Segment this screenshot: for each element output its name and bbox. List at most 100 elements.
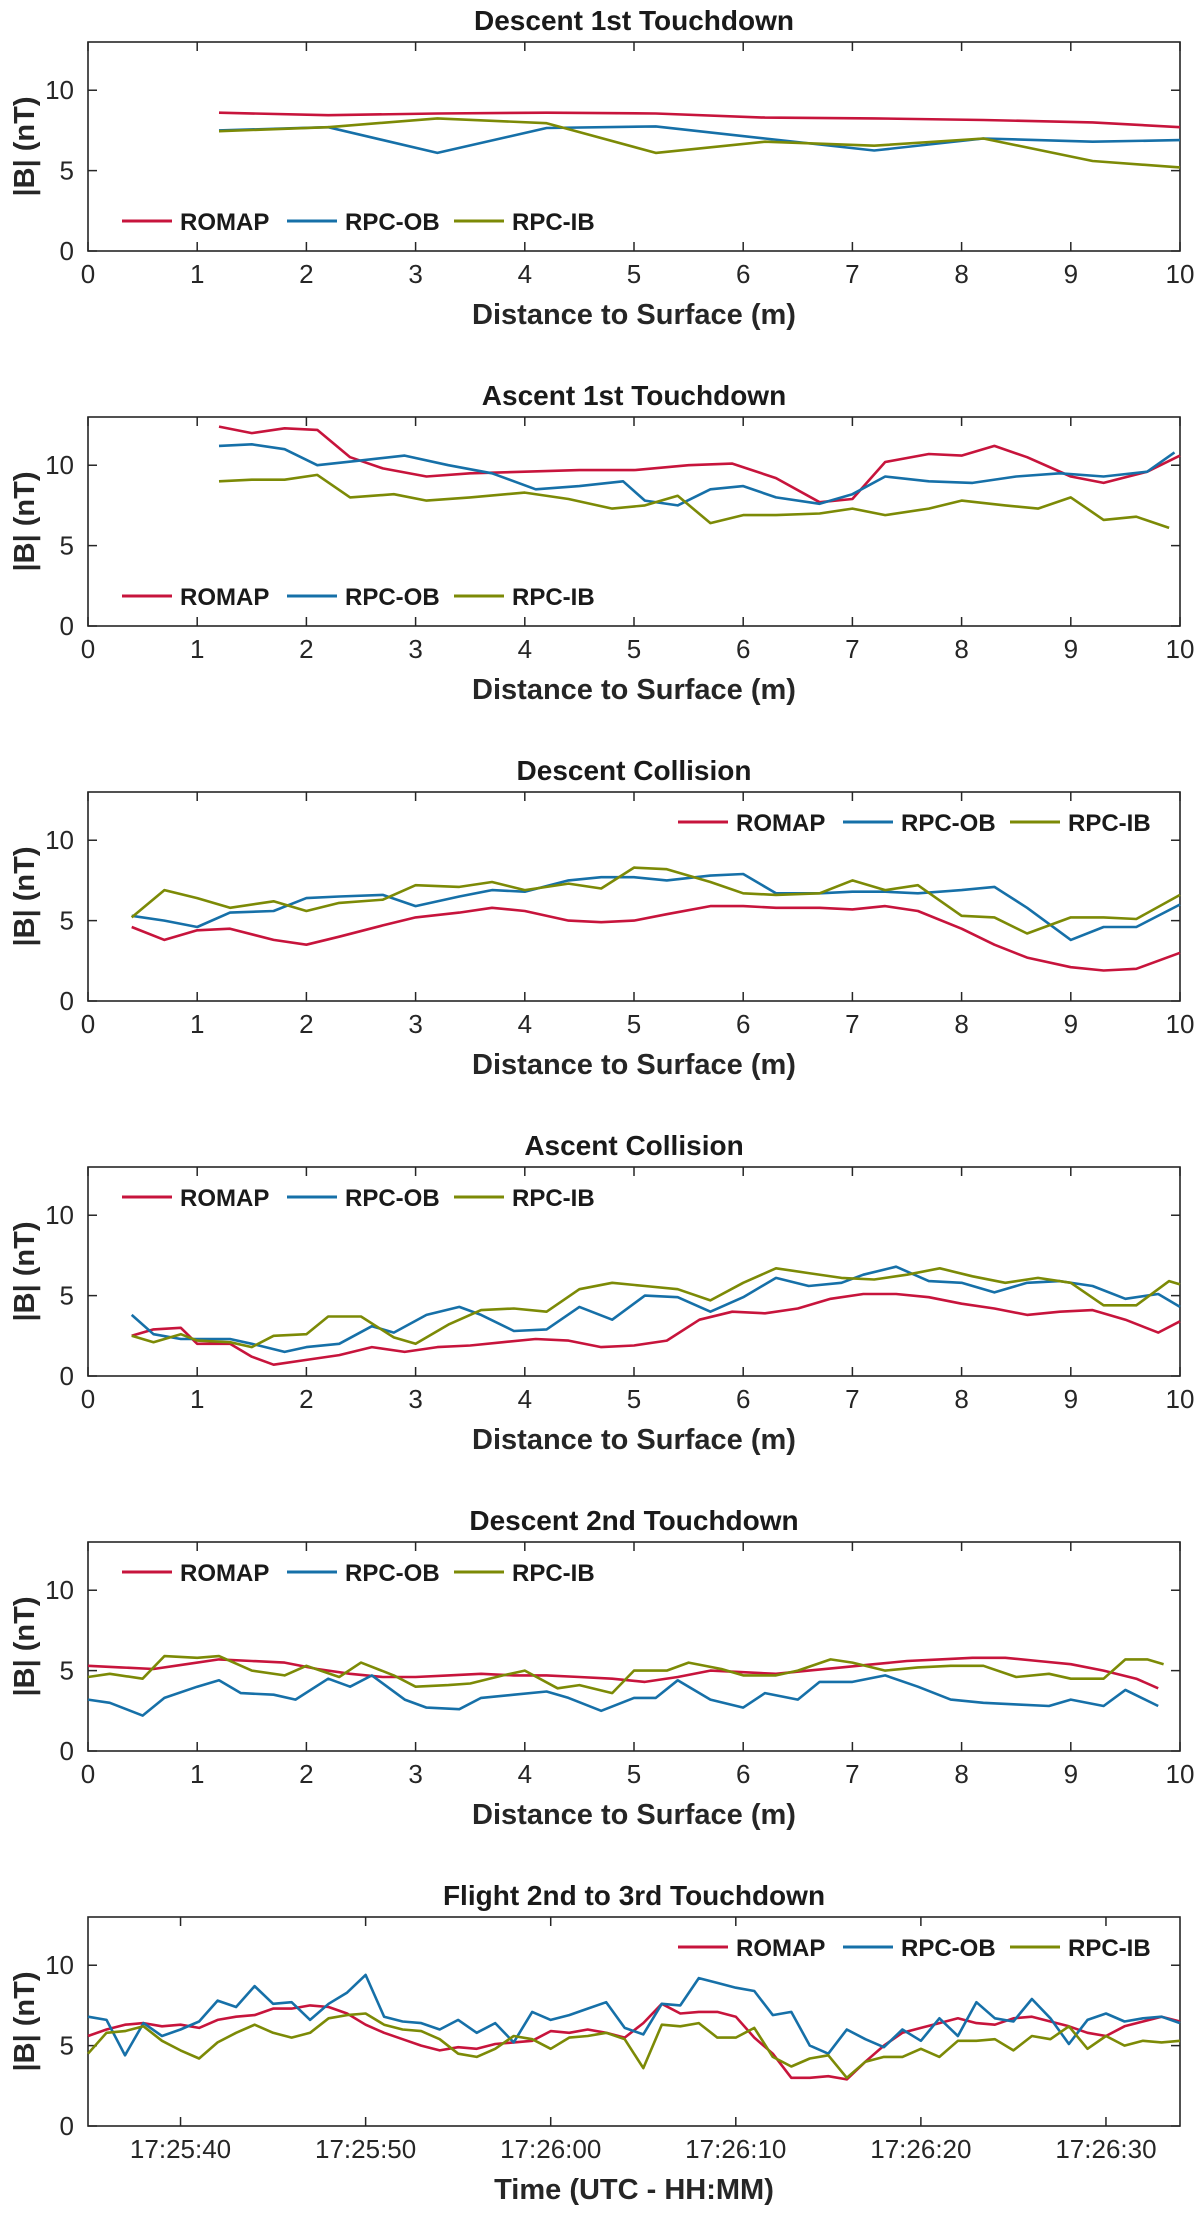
x-tick-label: 3 <box>408 1384 422 1414</box>
x-tick-label: 9 <box>1064 634 1078 664</box>
x-tick-label: 1 <box>190 259 204 289</box>
series-line-rpc-ob <box>131 872 1181 942</box>
y-axis-label: |B| (nT) <box>9 847 41 947</box>
series-line-rpc-ib <box>87 1654 1164 1695</box>
y-tick-label: 0 <box>60 2111 74 2141</box>
x-tick-label: 10 <box>1166 634 1195 664</box>
x-axis-label: Time (UTC - HH:MM) <box>494 2174 774 2206</box>
x-tick-label: 4 <box>518 259 532 289</box>
y-tick-label: 5 <box>60 531 74 561</box>
series-line-romap <box>131 1292 1181 1366</box>
legend: ROMAP RPC-OB RPC-IB <box>122 1185 595 1212</box>
legend: ROMAP RPC-OB RPC-IB <box>122 209 595 236</box>
x-tick-label: 2 <box>299 1009 313 1039</box>
series-line-romap <box>131 904 1181 972</box>
x-axis-label: Distance to Surface (m) <box>472 299 796 331</box>
x-tick-label: 2 <box>299 1384 313 1414</box>
x-tick-label: 17:26:10 <box>685 2134 786 2164</box>
y-axis-label: |B| (nT) <box>9 472 41 572</box>
x-tick-label: 10 <box>1166 1384 1195 1414</box>
x-tick-label: 10 <box>1166 1009 1195 1039</box>
y-tick-label: 10 <box>45 825 74 855</box>
x-tick-label: 6 <box>736 1759 750 1789</box>
legend-label-rpc-ob: RPC-OB <box>901 1935 996 1962</box>
y-tick-label: 0 <box>60 236 74 266</box>
x-tick-label: 10 <box>1166 1759 1195 1789</box>
legend: ROMAP RPC-OB RPC-IB <box>678 1935 1151 1962</box>
y-tick-label: 10 <box>45 1200 74 1230</box>
x-axis-label: Distance to Surface (m) <box>472 674 796 706</box>
y-tick-label: 10 <box>45 75 74 105</box>
x-tick-label: 2 <box>299 1759 313 1789</box>
series-line-rpc-ib <box>131 1267 1181 1349</box>
x-tick-label: 8 <box>954 634 968 664</box>
legend-label-rpc-ib: RPC-IB <box>512 1560 595 1587</box>
legend-label-rpc-ib: RPC-IB <box>512 1185 595 1212</box>
x-tick-label: 1 <box>190 634 204 664</box>
chart-panel-2: Ascent 1st Touchdown 0 1 2 3 4 5 6 7 8 9 10 0 5 10 Dist… <box>9 380 1194 706</box>
chart-panel-3: Descent Collision 0 1 2 3 4 5 6 7 8 9 10 0 5 10 Distanc… <box>9 755 1194 1081</box>
y-tick-label: 10 <box>45 450 74 480</box>
x-axis-label: Distance to Surface (m) <box>472 1049 796 1081</box>
y-tick-label: 0 <box>60 611 74 641</box>
series-line-rpc-ob <box>218 442 1176 507</box>
series-line-rpc-ob <box>87 1973 1181 2057</box>
plot-frame <box>87 791 1181 1002</box>
y-tick-label: 5 <box>60 2031 74 2061</box>
x-tick-label: 7 <box>845 1384 859 1414</box>
legend-label-rpc-ob: RPC-OB <box>901 810 996 837</box>
series-line-rpc-ob <box>130 1265 1181 1354</box>
x-tick-label: 4 <box>518 634 532 664</box>
chart-title: Descent 2nd Touchdown <box>469 1505 798 1536</box>
y-tick-label: 0 <box>60 1361 74 1391</box>
y-tick-label: 5 <box>60 906 74 936</box>
series-line-rpc-ib <box>218 473 1170 530</box>
x-tick-label: 6 <box>736 1009 750 1039</box>
chart-title: Descent 1st Touchdown <box>474 5 794 36</box>
legend-label-rpc-ob: RPC-OB <box>345 584 440 611</box>
y-axis-label: |B| (nT) <box>9 1222 41 1322</box>
chart-panel-1: Descent 1st Touchdown 0 1 2 3 4 5 6 7 8 9 10 0 5 10 Dis… <box>9 5 1194 331</box>
legend-label-romap: ROMAP <box>736 810 825 837</box>
series-line-rpc-ob <box>87 1674 1159 1717</box>
x-tick-label: 7 <box>845 259 859 289</box>
x-tick-label: 1 <box>190 1009 204 1039</box>
x-tick-label: 7 <box>845 634 859 664</box>
chart-panel-5: Descent 2nd Touchdown 0 1 2 3 4 5 6 7 8 9 10 0 5 10 Dis… <box>9 1505 1194 1831</box>
y-tick-label: 5 <box>60 1281 74 1311</box>
x-tick-label: 5 <box>627 1759 641 1789</box>
x-tick-label: 0 <box>81 1384 95 1414</box>
legend-label-rpc-ib: RPC-IB <box>512 209 595 236</box>
legend-label-rpc-ob: RPC-OB <box>345 1185 440 1212</box>
plot-frame <box>87 416 1181 627</box>
legend-label-romap: ROMAP <box>180 209 269 236</box>
y-tick-label: 10 <box>45 1950 74 1980</box>
x-tick-label: 3 <box>408 1009 422 1039</box>
chart-title: Flight 2nd to 3rd Touchdown <box>443 1880 825 1911</box>
x-tick-label: 2 <box>299 259 313 289</box>
legend-label-rpc-ib: RPC-IB <box>1068 1935 1151 1962</box>
x-tick-label: 4 <box>518 1009 532 1039</box>
series-line-rpc-ib <box>130 866 1181 935</box>
x-tick-label: 1 <box>190 1759 204 1789</box>
x-tick-label: 10 <box>1166 259 1195 289</box>
y-tick-label: 0 <box>60 1736 74 1766</box>
legend: ROMAP RPC-OB RPC-IB <box>678 810 1151 837</box>
x-tick-label: 0 <box>81 259 95 289</box>
y-tick-label: 5 <box>60 1656 74 1686</box>
y-axis-label: |B| (nT) <box>9 1597 41 1697</box>
x-tick-label: 17:25:50 <box>315 2134 416 2164</box>
x-tick-label: 0 <box>81 634 95 664</box>
x-tick-label: 0 <box>81 1009 95 1039</box>
chart-panel-6: Flight 2nd to 3rd Touchdown 17:25:40 17:25… <box>9 1880 1181 2206</box>
x-tick-label: 5 <box>627 1009 641 1039</box>
series-line-rpc-ob <box>218 125 1181 155</box>
chart-title: Ascent Collision <box>524 1130 743 1161</box>
x-tick-label: 6 <box>736 634 750 664</box>
x-tick-label: 8 <box>954 1759 968 1789</box>
series-line-romap <box>218 425 1181 504</box>
y-tick-label: 0 <box>60 986 74 1016</box>
x-tick-label: 9 <box>1064 1759 1078 1789</box>
x-axis-label: Distance to Surface (m) <box>472 1424 796 1456</box>
x-tick-label: 6 <box>736 259 750 289</box>
